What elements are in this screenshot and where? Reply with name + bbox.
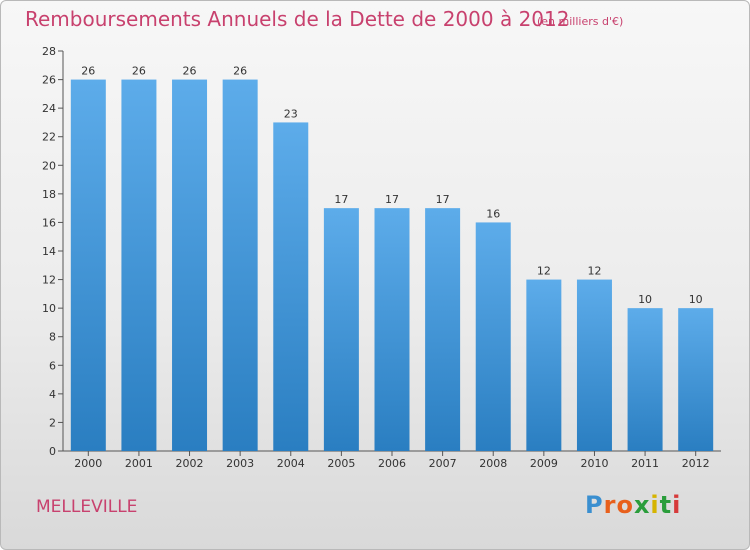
data-label-2003: 26 xyxy=(233,65,247,78)
bar-2002 xyxy=(172,79,208,452)
data-label-2008: 16 xyxy=(486,207,500,220)
logo-letter: i xyxy=(650,491,660,519)
data-label-2007: 17 xyxy=(436,193,450,206)
x-tick-label-2004: 2004 xyxy=(277,457,305,470)
x-tick-label-2005: 2005 xyxy=(327,457,355,470)
bar-2003 xyxy=(222,79,258,452)
logo-letter: P xyxy=(585,491,604,519)
bar-2005 xyxy=(323,208,359,451)
bar-2007 xyxy=(425,208,461,451)
y-tick-label: 14 xyxy=(42,245,56,258)
y-tick-label: 28 xyxy=(42,45,56,58)
y-tick-label: 4 xyxy=(49,388,56,401)
y-tick-label: 16 xyxy=(42,216,56,229)
logo-letter: i xyxy=(672,491,682,519)
x-tick-label-2001: 2001 xyxy=(125,457,153,470)
y-tick-label: 22 xyxy=(42,131,56,144)
y-tick-label: 18 xyxy=(42,188,56,201)
data-label-2010: 12 xyxy=(587,265,601,278)
x-tick-label-2008: 2008 xyxy=(479,457,507,470)
y-tick-label: 6 xyxy=(49,359,56,372)
bar-2000 xyxy=(70,79,106,452)
y-tick-label: 12 xyxy=(42,274,56,287)
bar-2010 xyxy=(576,279,612,451)
x-tick-label-2011: 2011 xyxy=(631,457,659,470)
commune-name: MELLEVILLE xyxy=(36,497,138,517)
y-tick-label: 24 xyxy=(42,102,56,115)
y-tick-label: 26 xyxy=(42,74,56,87)
data-label-2009: 12 xyxy=(537,265,551,278)
data-label-2001: 26 xyxy=(132,65,146,78)
data-label-2006: 17 xyxy=(385,193,399,206)
logo-letter: o xyxy=(616,491,634,519)
data-label-2004: 23 xyxy=(284,107,298,120)
data-label-2011: 10 xyxy=(638,293,652,306)
y-tick-label: 2 xyxy=(49,416,56,429)
logo-letter: t xyxy=(659,491,673,519)
chart-subtitle: (en milliers d'€) xyxy=(537,15,624,28)
x-tick-label-2007: 2007 xyxy=(429,457,457,470)
bar-2006 xyxy=(374,208,410,451)
x-tick-label-2012: 2012 xyxy=(682,457,710,470)
bar-2009 xyxy=(526,279,562,451)
y-tick-label: 20 xyxy=(42,159,56,172)
logo-letter: r xyxy=(603,491,617,519)
x-tick-label-2002: 2002 xyxy=(176,457,204,470)
y-tick-label: 0 xyxy=(49,445,56,458)
y-tick-label: 10 xyxy=(42,302,56,315)
x-tick-label-2000: 2000 xyxy=(74,457,102,470)
bar-2011 xyxy=(627,308,663,451)
x-tick-label-2003: 2003 xyxy=(226,457,254,470)
bar-2001 xyxy=(121,79,157,452)
logo-letter: x xyxy=(633,491,651,519)
proxiti-logo: Proxiti xyxy=(585,491,681,519)
bar-2012 xyxy=(678,308,714,451)
data-label-2000: 26 xyxy=(81,65,95,78)
data-label-2002: 26 xyxy=(183,65,197,78)
chart-title: Remboursements Annuels de la Dette de 20… xyxy=(25,7,570,31)
y-tick-label: 8 xyxy=(49,331,56,344)
data-label-2005: 17 xyxy=(334,193,348,206)
x-tick-label-2006: 2006 xyxy=(378,457,406,470)
data-label-2012: 10 xyxy=(689,293,703,306)
x-tick-label-2010: 2010 xyxy=(580,457,608,470)
bar-2004 xyxy=(273,122,309,451)
bar-2008 xyxy=(475,222,511,451)
x-tick-label-2009: 2009 xyxy=(530,457,558,470)
